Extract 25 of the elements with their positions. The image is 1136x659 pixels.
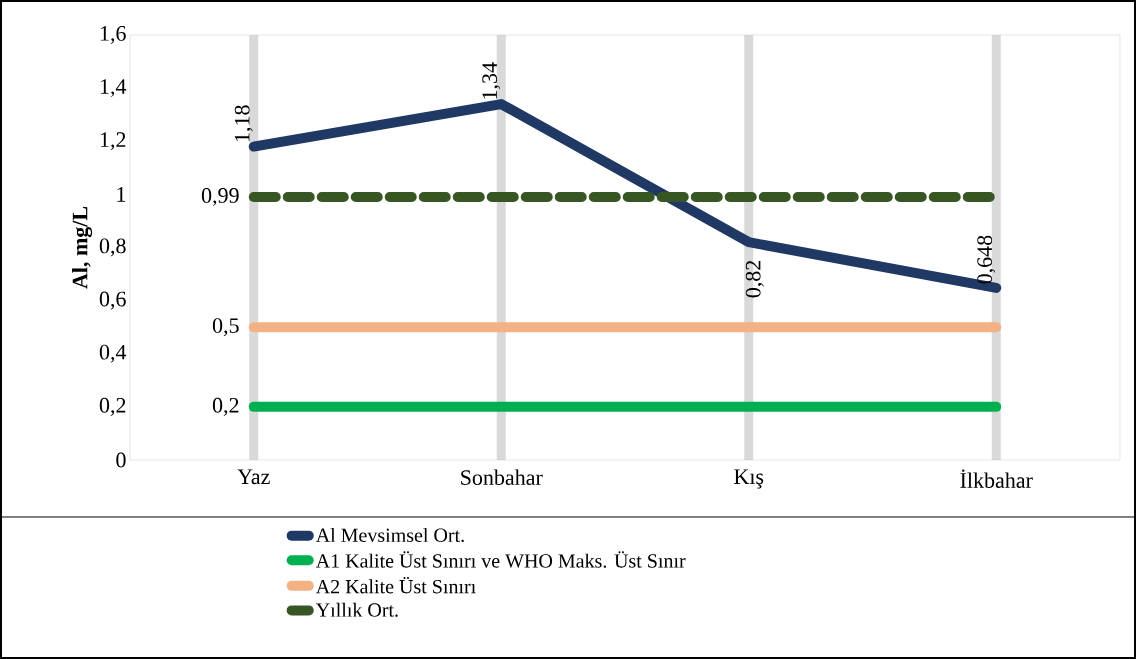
legend-label: A1 Kalite Üst Sınırı ve WHO Maks. Üst Sınır	[315, 551, 686, 568]
legend-label: A2 Kalite Üst Sınırı	[315, 577, 476, 594]
y-tick-label: 1,2	[100, 132, 126, 151]
legend-label: Yıllık Ort.	[315, 602, 398, 617]
data-label: 0,82	[745, 260, 764, 298]
y-axis-title: Al, mg/L	[72, 206, 93, 289]
y-tick-label: 1,6	[100, 26, 126, 44]
x-tick-label: Yaz	[237, 469, 270, 485]
data-label: 0,99	[201, 188, 239, 207]
x-tick-label: İlkbahar	[960, 469, 1033, 488]
y-tick-label: 1,4	[100, 79, 127, 98]
y-tick-label: 0,4	[99, 344, 127, 363]
y-tick-label: 0,2	[99, 397, 126, 416]
data-label: 0,648	[977, 235, 996, 284]
data-label: 0,5	[212, 318, 239, 337]
data-label: 0,2	[212, 397, 239, 416]
y-tick-label: 1	[117, 187, 126, 202]
legend-label: Al Mevsimsel Ort.	[315, 527, 464, 543]
data-label: 1,18	[234, 105, 253, 142]
x-tick-label: Kış	[734, 469, 764, 489]
data-label: 1,34	[482, 62, 501, 99]
y-tick-label: 0	[116, 452, 126, 468]
y-tick-label: 0,6	[99, 291, 126, 310]
x-tick-label: Sonbahar	[461, 469, 543, 486]
y-tick-label: 0,8	[99, 238, 126, 257]
